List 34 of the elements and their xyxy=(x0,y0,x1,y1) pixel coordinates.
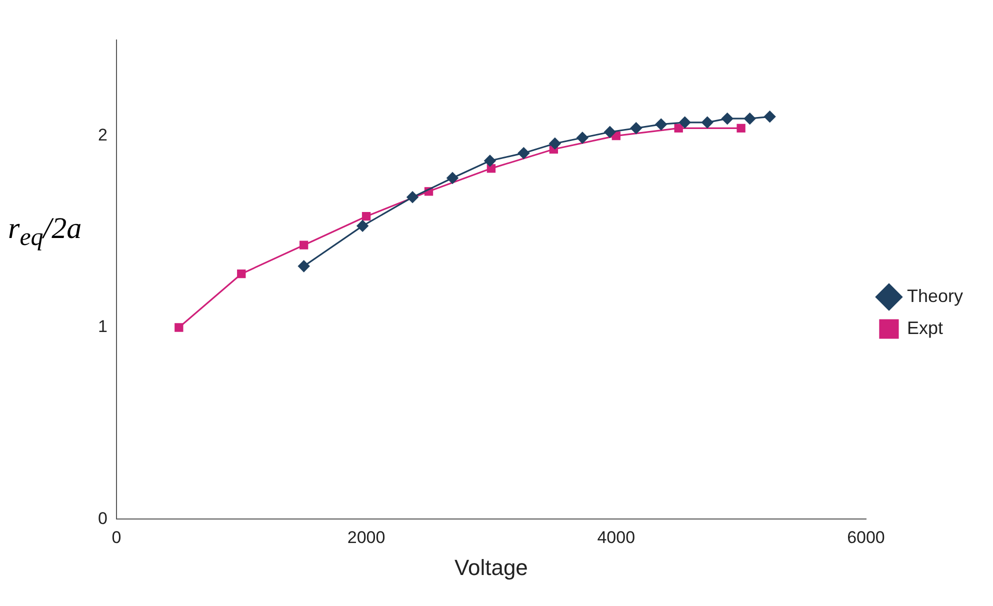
point xyxy=(655,118,667,130)
x-axis-title: Voltage xyxy=(454,554,528,580)
point xyxy=(679,116,691,128)
point xyxy=(237,270,246,278)
point xyxy=(604,126,616,138)
y-tick-label: 0 xyxy=(98,508,108,528)
y-axis-title: r$_{eq}$/2a xyxy=(8,212,82,252)
x-tick-label: 4000 xyxy=(597,528,636,548)
legend-label: Theory xyxy=(906,286,964,306)
legend-label: Expt xyxy=(906,318,944,338)
y-tick-label: 2 xyxy=(98,126,108,145)
point xyxy=(722,112,734,124)
point xyxy=(630,122,642,134)
point xyxy=(356,220,368,232)
point xyxy=(406,191,418,203)
point xyxy=(744,112,756,124)
point xyxy=(736,124,746,133)
point xyxy=(702,116,714,128)
point xyxy=(174,323,184,332)
point xyxy=(518,147,530,159)
point xyxy=(446,172,458,184)
point xyxy=(484,154,496,167)
point xyxy=(674,124,683,133)
point xyxy=(576,132,588,144)
point xyxy=(362,212,371,221)
x-tick-label: 6000 xyxy=(847,528,885,548)
y-tick-label: 1 xyxy=(98,317,108,336)
point xyxy=(764,110,776,122)
point xyxy=(486,164,496,173)
point xyxy=(549,138,561,150)
x-tick-label: 2000 xyxy=(347,528,386,548)
point xyxy=(300,240,308,250)
x-tick-label: 0 xyxy=(112,528,122,548)
point xyxy=(298,260,310,272)
